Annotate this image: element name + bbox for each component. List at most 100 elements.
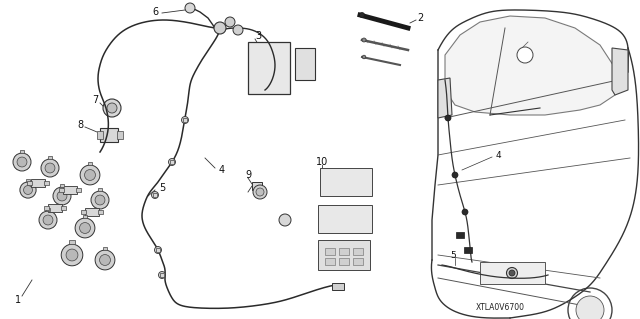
- Bar: [456, 232, 464, 238]
- Circle shape: [45, 163, 55, 173]
- Bar: [117, 131, 123, 139]
- Circle shape: [13, 153, 31, 171]
- Bar: [60, 184, 64, 187]
- Bar: [320, 168, 372, 196]
- Bar: [252, 182, 262, 190]
- Circle shape: [24, 186, 33, 195]
- Bar: [353, 258, 363, 265]
- Circle shape: [225, 17, 235, 27]
- Circle shape: [95, 250, 115, 270]
- Circle shape: [75, 218, 95, 238]
- Bar: [480, 262, 545, 284]
- Circle shape: [568, 288, 612, 319]
- Bar: [63, 186, 77, 194]
- Circle shape: [360, 12, 365, 18]
- Bar: [318, 240, 370, 270]
- Bar: [248, 42, 290, 94]
- Polygon shape: [612, 48, 628, 95]
- Circle shape: [279, 214, 291, 226]
- Bar: [353, 248, 363, 255]
- Bar: [156, 248, 160, 252]
- Bar: [20, 150, 24, 153]
- Circle shape: [506, 268, 518, 278]
- Bar: [81, 210, 86, 214]
- Text: XTLA0V6700: XTLA0V6700: [476, 303, 525, 313]
- Bar: [27, 181, 32, 185]
- Bar: [45, 208, 51, 211]
- Text: 8: 8: [77, 120, 83, 130]
- Circle shape: [517, 47, 533, 63]
- Circle shape: [107, 103, 117, 113]
- Bar: [153, 193, 157, 197]
- Bar: [170, 160, 174, 164]
- Bar: [339, 248, 349, 255]
- Circle shape: [152, 191, 159, 198]
- Circle shape: [100, 255, 111, 265]
- Circle shape: [168, 159, 175, 166]
- Bar: [160, 273, 164, 277]
- Circle shape: [452, 172, 458, 178]
- Text: 9: 9: [245, 170, 251, 180]
- Circle shape: [214, 22, 226, 34]
- Bar: [97, 131, 103, 139]
- Bar: [318, 205, 372, 233]
- Circle shape: [39, 211, 57, 229]
- Bar: [339, 258, 349, 265]
- Text: 5: 5: [450, 250, 456, 259]
- Circle shape: [66, 249, 78, 261]
- Circle shape: [253, 185, 267, 199]
- Bar: [59, 188, 64, 192]
- Circle shape: [95, 195, 105, 205]
- Bar: [83, 215, 88, 218]
- Text: 5: 5: [159, 183, 165, 193]
- Circle shape: [233, 25, 243, 35]
- Text: 10: 10: [316, 157, 328, 167]
- Bar: [183, 118, 187, 122]
- Circle shape: [57, 191, 67, 201]
- Text: 4: 4: [219, 165, 225, 175]
- Bar: [31, 179, 45, 187]
- Bar: [6, 5, 421, 309]
- Bar: [76, 188, 81, 192]
- Circle shape: [362, 55, 366, 59]
- Bar: [44, 206, 49, 210]
- Bar: [6, 140, 191, 309]
- Circle shape: [182, 116, 189, 123]
- Bar: [98, 188, 102, 191]
- Bar: [61, 206, 66, 210]
- Circle shape: [576, 296, 604, 319]
- Bar: [100, 128, 118, 142]
- Text: 7: 7: [92, 95, 98, 105]
- Text: 1: 1: [15, 295, 21, 305]
- Circle shape: [159, 271, 166, 278]
- Text: 2: 2: [417, 13, 423, 23]
- Circle shape: [91, 191, 109, 209]
- Polygon shape: [445, 16, 615, 115]
- Bar: [69, 241, 75, 244]
- Circle shape: [185, 3, 195, 13]
- Text: 4: 4: [495, 151, 501, 160]
- Circle shape: [17, 157, 27, 167]
- Circle shape: [53, 187, 71, 205]
- Bar: [325, 258, 335, 265]
- Polygon shape: [438, 78, 452, 118]
- Bar: [102, 247, 108, 250]
- Circle shape: [256, 188, 264, 196]
- Bar: [325, 248, 335, 255]
- Circle shape: [509, 270, 515, 276]
- Circle shape: [43, 215, 53, 225]
- Bar: [88, 162, 92, 165]
- Circle shape: [20, 182, 36, 198]
- Bar: [26, 179, 30, 182]
- Circle shape: [79, 223, 90, 234]
- Text: 3: 3: [255, 31, 261, 41]
- Bar: [44, 181, 49, 185]
- Circle shape: [103, 99, 121, 117]
- Bar: [85, 208, 99, 216]
- Circle shape: [445, 115, 451, 121]
- Circle shape: [80, 165, 100, 185]
- Bar: [48, 204, 62, 212]
- Circle shape: [84, 170, 95, 181]
- Bar: [464, 247, 472, 253]
- Bar: [98, 210, 103, 214]
